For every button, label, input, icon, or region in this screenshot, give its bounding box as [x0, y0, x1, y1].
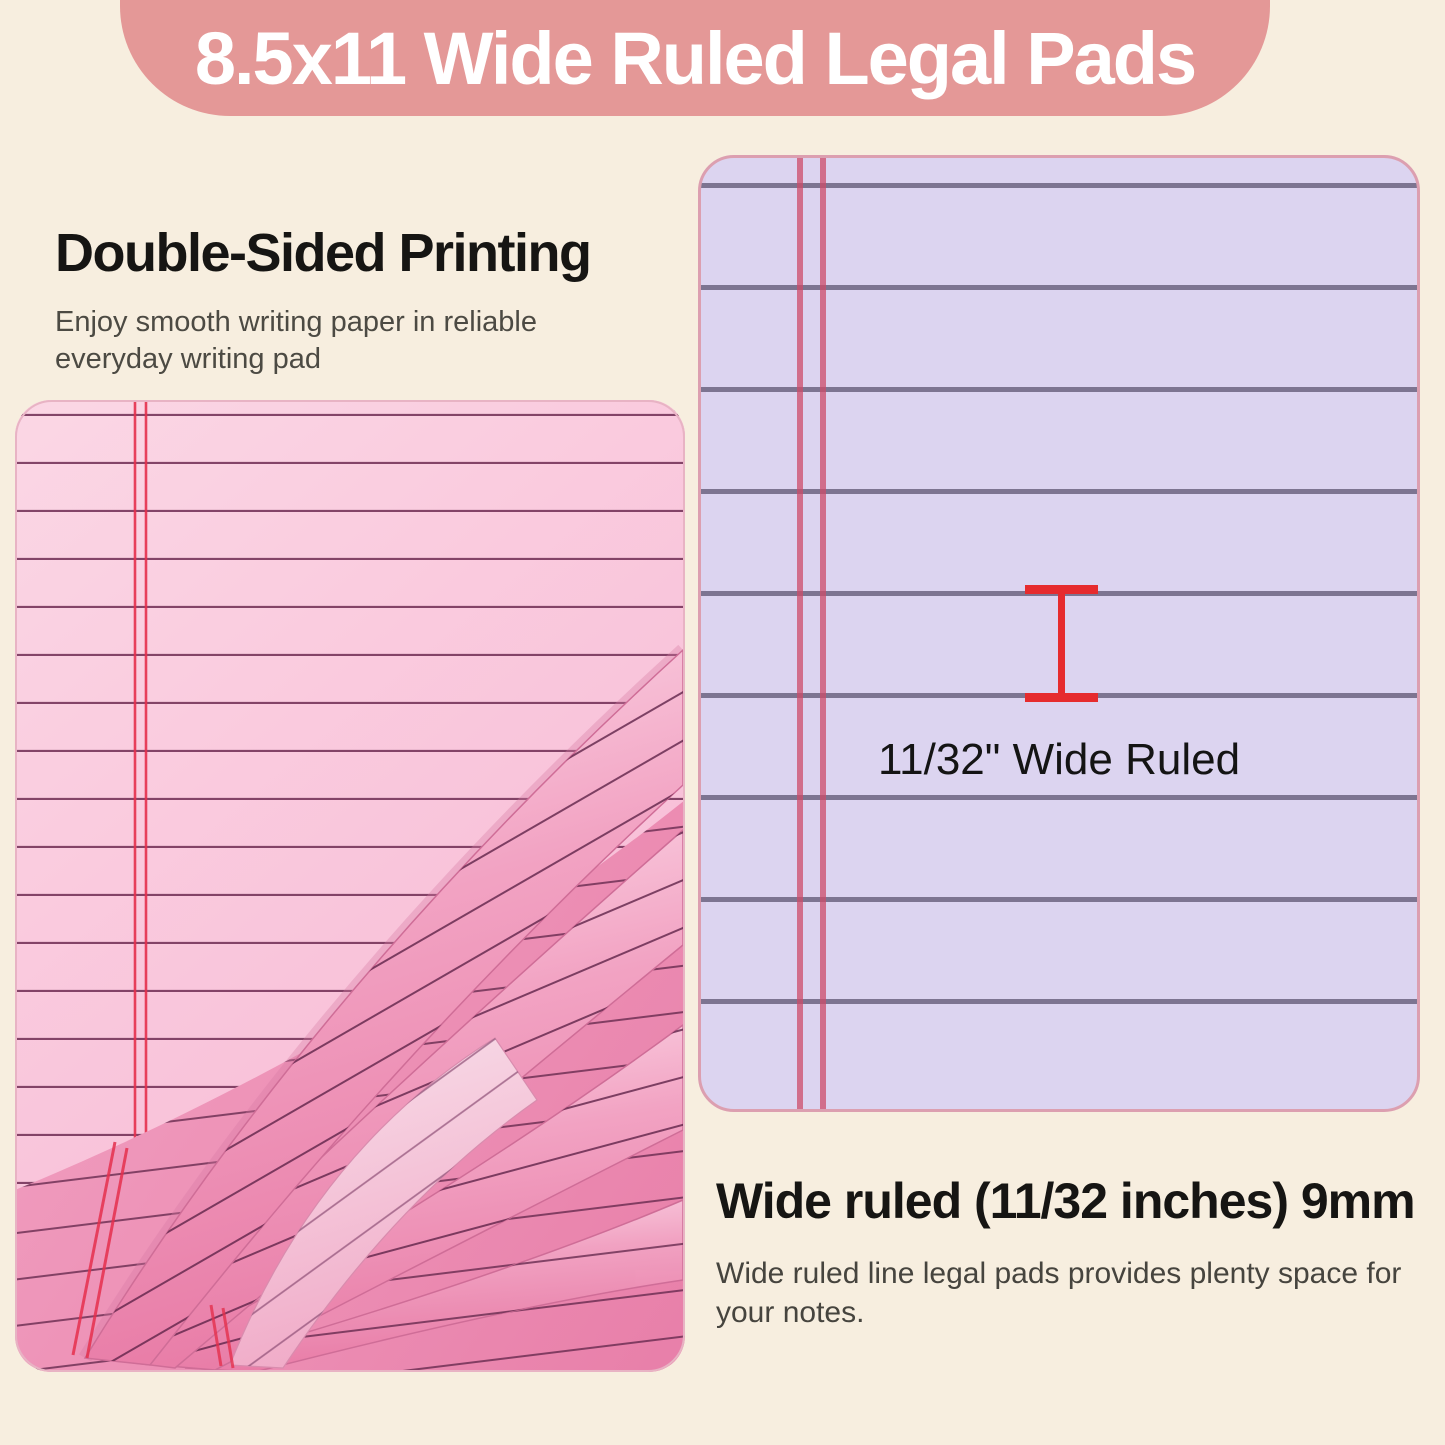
feature-description: Enjoy smooth writing paper in reliable e…: [55, 306, 537, 376]
wide-ruled-feature: Wide ruled (11/32 inches) 9mm Wide ruled…: [716, 1172, 1422, 1332]
ruler-label: 11/32" Wide Ruled: [877, 735, 1241, 784]
ruler-marker-icon: [1058, 591, 1065, 698]
title-banner: 8.5x11 Wide Ruled Legal Pads: [120, 0, 1270, 116]
feature-description: Wide ruled line legal pads provides plen…: [716, 1257, 1402, 1329]
pink-notepad-illustration: [15, 400, 685, 1372]
left-margin-line: [797, 158, 803, 1109]
feature-heading: Wide ruled (11/32 inches) 9mm: [716, 1173, 1416, 1229]
banner-title: 8.5x11 Wide Ruled Legal Pads: [194, 16, 1197, 100]
right-margin-line: [820, 158, 826, 1109]
pink-notepad-photo: [15, 400, 685, 1372]
ruler-marker-top-cap: [1025, 585, 1098, 594]
ruler-marker-bottom-cap: [1025, 693, 1098, 702]
double-sided-feature: Double-Sided Printing Enjoy smooth writi…: [55, 222, 630, 378]
feature-heading: Double-Sided Printing: [55, 223, 592, 283]
purple-notepad: 11/32" Wide Ruled: [698, 155, 1420, 1112]
